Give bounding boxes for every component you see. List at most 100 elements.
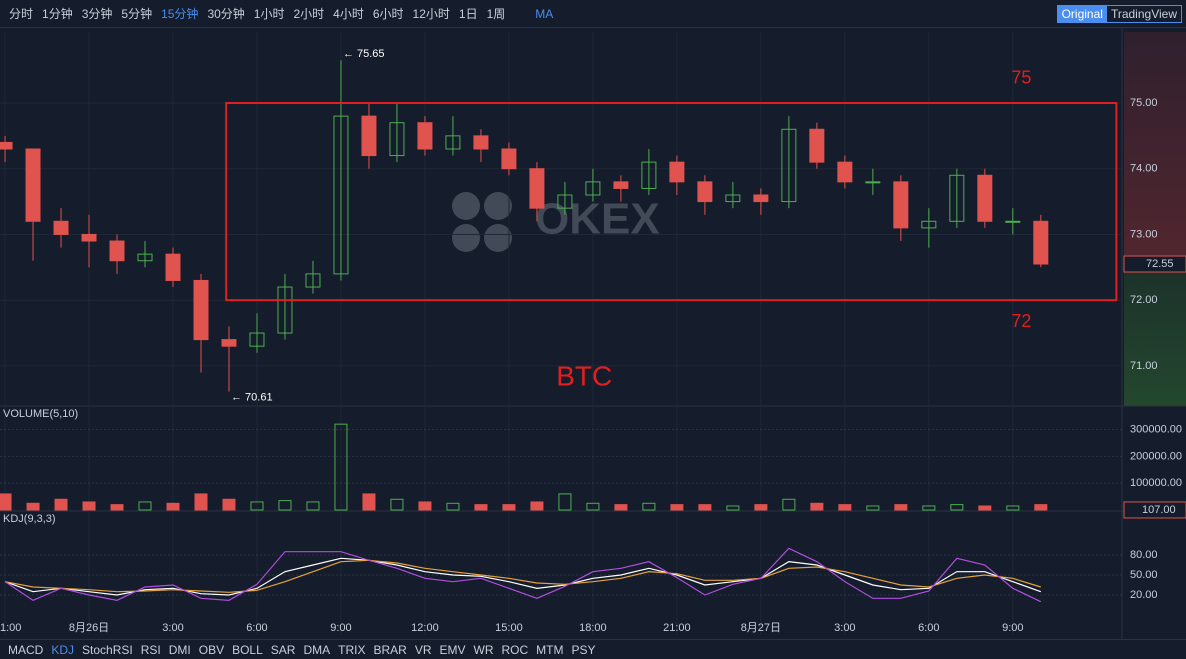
y-tick-label: 72.00 [1130,294,1158,306]
indicator-button[interactable]: KDJ [51,642,75,657]
candle-body [613,181,629,189]
indicator-button[interactable]: VR [414,642,432,657]
x-tick-label: 6:00 [246,622,267,634]
candle-body [529,168,545,209]
chart: 1:00 8月26日 3:00 6:00 9:00 12:00 15:00 18:00 21:0… [0,28,1186,639]
y-tick-label: 80.00 [1130,549,1158,561]
volume-bar [586,502,600,511]
indicator-button[interactable]: OBV [198,642,225,657]
x-tick-label: 9:00 [1002,622,1023,634]
volume-bar [418,501,432,511]
indicator-button[interactable]: DMA [303,642,331,657]
highlight-box [225,101,1118,302]
y-tick-label: 300000.00 [1130,423,1182,435]
view-switch: Original TradingView [1056,5,1182,23]
volume-bar [390,498,404,511]
interval-button[interactable]: 1小时 [253,7,285,21]
interval-button[interactable]: 4小时 [333,7,364,21]
volume-bar [334,423,348,511]
volume-bar [222,498,236,511]
candle-body [333,115,349,275]
last-volume-label: 107.00 [1142,504,1176,516]
interval-button[interactable]: 3分钟 [81,7,113,21]
volume-bar [754,504,768,511]
volume-bar [530,501,544,511]
indicator-button[interactable]: PSY [571,642,596,657]
volume-bar [110,504,124,511]
candle-body [445,135,461,150]
interval-button[interactable]: 2小时 [293,7,325,21]
volume-bar [306,501,320,511]
y-tick-label: 100000.00 [1130,477,1182,489]
indicator-button[interactable]: RSI [140,642,161,657]
x-tick-label: 8月26日 [69,622,109,634]
volume-bar [474,504,488,511]
view-button[interactable]: Original [1057,6,1107,22]
interval-button[interactable]: 5分钟 [121,7,153,21]
indicator-button[interactable]: BRAR [373,642,407,657]
volume-bar [866,505,880,511]
x-tick-label: 12:00 [411,622,439,634]
x-tick-label: 15:00 [495,622,523,634]
candle-body [781,128,797,203]
candle-body [221,339,237,347]
x-tick-label: 8月27日 [741,622,781,634]
highlight-label: 75 [1011,68,1031,88]
watermark-logo [452,192,512,252]
volume-bar [166,502,180,511]
highlight-label: 72 [1011,311,1031,331]
candle-body [893,181,909,229]
panel-title: VOLUME(5,10) [3,408,78,420]
view-button[interactable]: TradingView [1110,7,1177,21]
candle-body [0,141,13,150]
indicator-button[interactable]: DMI [168,642,191,657]
panel-title: KDJ(9,3,3) [3,513,56,525]
interval-button[interactable]: 30分钟 [207,7,245,21]
volume-bar [250,501,264,511]
volume-bar [810,502,824,511]
candle-body [249,332,265,347]
volume-bar [138,501,152,511]
interval-button[interactable]: 1日 [458,7,478,21]
x-tick-label: 3:00 [834,622,855,634]
volume-bar [26,502,40,511]
interval-button[interactable]: 1周 [486,7,506,21]
candle-body [585,181,601,196]
indicator-button[interactable]: MACD [8,642,44,657]
indicator-button[interactable]: MTM [536,642,564,657]
y-tick-label: 74.00 [1130,163,1158,175]
indicator-button[interactable]: WR [473,642,494,657]
candle-body [137,253,153,262]
indicator-button[interactable]: SAR [270,642,296,657]
volume-bar [950,504,964,511]
watermark: OKEX [535,195,660,244]
indicator-button[interactable]: EMV [439,642,466,657]
candle-body [361,115,377,157]
candle-body [473,135,489,150]
interval-button[interactable]: 1分钟 [42,7,73,21]
interval-button[interactable]: 分时 [9,7,34,21]
candle-body [25,148,41,222]
candle-body [837,161,853,183]
candle-body [753,194,769,203]
candle-body [809,128,825,163]
y-tick-label: 75.00 [1130,97,1158,109]
indicator-button[interactable]: BOLL [232,642,263,657]
candle-body [193,279,209,341]
indicator-button[interactable]: TRIX [338,642,366,657]
candle-body [53,220,69,235]
volume-bar [670,504,684,511]
interval-button[interactable]: 15分钟 [161,7,199,21]
candle-body [1033,220,1049,265]
volume-bar [894,504,908,511]
price-annotation: ← 75.65 [343,48,385,60]
indicator-bar: MACD KDJ StochRSI RSI DMI OBV BOLL SAR DMA TRIX BR… [0,639,1186,659]
candle-body [305,273,321,288]
volume-bar [362,493,376,511]
interval-button[interactable]: 12小时 [412,7,450,21]
indicator-select[interactable]: MA [535,6,554,21]
indicator-button[interactable]: ROC [501,642,529,657]
interval-button[interactable]: 6小时 [372,7,404,21]
y-tick-label: 73.00 [1130,228,1158,240]
indicator-button[interactable]: StochRSI [82,642,133,657]
